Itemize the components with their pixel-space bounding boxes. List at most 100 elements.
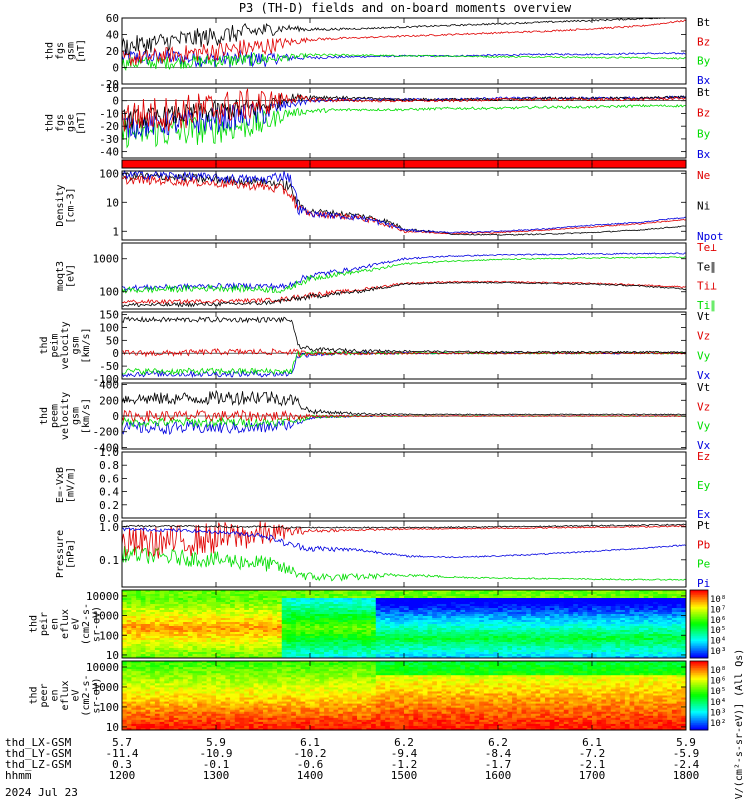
spectrogram-cell — [573, 608, 579, 611]
spectrogram-cell — [582, 612, 588, 615]
spectrogram-cell — [295, 594, 301, 597]
spectrogram-cell — [220, 642, 226, 645]
spectrogram-cell — [324, 606, 330, 609]
spectrogram-cell — [413, 608, 419, 611]
series-Vz — [121, 348, 687, 358]
spectrogram-cell — [197, 654, 203, 657]
spectrogram-cell — [568, 614, 574, 617]
spectrogram-cell — [540, 620, 546, 623]
spectrogram-cell — [324, 612, 330, 615]
spectrogram-cell — [512, 610, 518, 613]
spectrogram-cell — [639, 638, 645, 641]
spectrogram-cell — [333, 590, 339, 593]
spectrogram-cell — [643, 612, 649, 615]
spectrogram-cell — [446, 634, 452, 637]
spectrogram-cell — [225, 648, 231, 651]
spectrogram-cell — [187, 665, 193, 668]
spectrogram-cell — [140, 650, 146, 653]
spectrogram-cell — [333, 652, 339, 655]
spectrogram-cell — [239, 606, 245, 609]
spectrogram-cell — [526, 604, 532, 607]
spectrogram-cell — [573, 626, 579, 629]
spectrogram-cell — [192, 661, 198, 664]
spectrogram-cell — [535, 600, 541, 603]
spectrogram-cell — [169, 640, 175, 643]
spectrogram-cell — [554, 622, 560, 625]
spectrogram-cell — [154, 624, 160, 627]
spectrogram-cell — [385, 606, 391, 609]
spectrogram-cell — [131, 685, 137, 688]
spectrogram-cell — [136, 673, 142, 676]
spectrogram-cell — [357, 612, 363, 615]
spectrogram-cell — [432, 640, 438, 643]
spectrogram-cell — [150, 697, 156, 700]
spectrogram-cell — [263, 600, 269, 603]
spectrogram-cell — [483, 648, 489, 651]
spectrogram-cell — [498, 636, 504, 639]
spectrogram-cell — [140, 661, 146, 664]
spectrogram-cell — [385, 600, 391, 603]
spectrogram-cell — [295, 612, 301, 615]
spectrogram-cell — [681, 598, 687, 601]
spectrogram-cell — [277, 642, 283, 645]
spectrogram-cell — [150, 610, 156, 613]
spectrogram-cell — [639, 612, 645, 615]
spectrogram-cell — [671, 626, 677, 629]
spectrogram-cell — [559, 606, 565, 609]
spectrogram-cell — [615, 626, 621, 629]
spectrogram-cell — [253, 638, 259, 641]
spectrogram-cell — [253, 604, 259, 607]
spectrogram-cell — [592, 642, 598, 645]
spectrogram-cell — [187, 683, 193, 686]
spectrogram-cell — [286, 612, 292, 615]
spectrogram-cell — [140, 656, 146, 659]
spectrogram-cell — [216, 644, 222, 647]
spectrogram-cell — [479, 652, 485, 655]
spectrogram-cell — [154, 634, 160, 637]
spectrogram-cell — [498, 626, 504, 629]
spectrogram-cell — [225, 596, 231, 599]
spectrogram-cell — [159, 628, 165, 631]
spectrogram-cell — [169, 677, 175, 680]
spectrogram-cell — [422, 614, 428, 617]
spectrogram-cell — [380, 640, 386, 643]
spectrogram-cell — [145, 590, 151, 593]
spectrogram-cell — [436, 612, 442, 615]
spectrogram-cell — [573, 642, 579, 645]
spectrogram-cell — [436, 616, 442, 619]
spectrogram-cell — [563, 596, 569, 599]
spectrogram-cell — [563, 614, 569, 617]
spectrogram-cell — [136, 697, 142, 700]
spectrogram-cell — [136, 711, 142, 715]
spectrogram-cell — [164, 634, 170, 637]
spectrogram-cell — [545, 596, 551, 599]
spectrogram-cell — [192, 663, 198, 666]
spectrogram-cell — [183, 665, 189, 668]
spectrogram-cell — [258, 628, 264, 631]
spectrogram-cell — [629, 632, 635, 635]
spectrogram-cell — [258, 644, 264, 647]
spectrogram-cell — [408, 622, 414, 625]
spectrogram-cell — [502, 598, 508, 601]
spectrogram-cell — [234, 616, 240, 619]
spectrogram-cell — [563, 646, 569, 649]
spectrogram-cell — [488, 652, 494, 655]
spectrogram-cell — [582, 592, 588, 595]
spectrogram-cell — [577, 642, 583, 645]
spectrogram-cell — [314, 606, 320, 609]
spectrogram-cell — [357, 656, 363, 659]
spectrogram-cell — [300, 620, 306, 623]
spectrogram-cell — [366, 604, 372, 607]
spectrogram-cell — [150, 592, 156, 595]
spectrogram-cell — [164, 665, 170, 668]
spectrogram-cell — [178, 608, 184, 611]
spectrogram-cell — [300, 644, 306, 647]
spectrogram-cell — [629, 610, 635, 613]
spectrogram-cell — [389, 620, 395, 623]
y-tick-label: 0.2 — [99, 499, 119, 512]
spectrogram-cell — [230, 634, 236, 637]
spectrogram-cell — [615, 596, 621, 599]
spectrogram-cell — [653, 592, 659, 595]
spectrogram-cell — [248, 602, 254, 605]
spectrogram-cell — [291, 626, 297, 629]
